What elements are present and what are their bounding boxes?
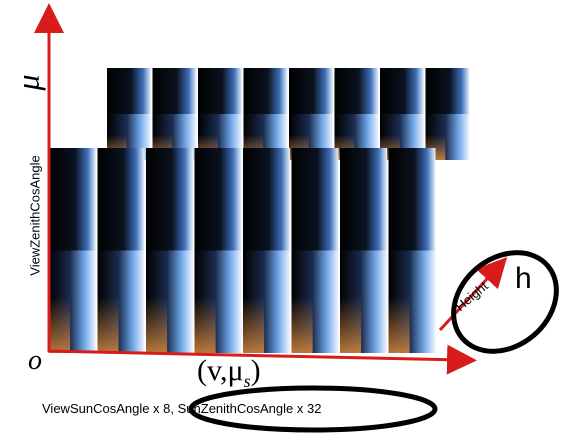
mu-label: μ: [9, 74, 46, 91]
x-symbol-main: (v,μ: [197, 354, 244, 387]
sun-zenith-ellipse: [188, 385, 438, 433]
x-axis-label: ViewSunCosAngle x 8, SunZenithCosAngle x…: [42, 401, 322, 416]
front-slice: [340, 148, 387, 353]
h-label: h: [515, 262, 532, 295]
back-slice: [243, 68, 288, 160]
back-slice: [107, 68, 151, 160]
height-ellipse: [451, 250, 559, 354]
y-axis-label: ViewZenithCosAngle: [27, 155, 43, 276]
x-symbol-label: (v,μs): [197, 354, 261, 392]
back-slice: [380, 68, 424, 160]
back-slice-row: [107, 68, 470, 160]
front-slice: [291, 148, 339, 353]
front-slice: [194, 148, 242, 353]
front-slice: [146, 148, 193, 353]
height-axis: [438, 256, 508, 332]
front-slice: [97, 148, 145, 353]
x-symbol-close: ): [250, 354, 261, 387]
back-slice: [152, 68, 197, 160]
origin-label: o: [28, 345, 42, 376]
x-symbol-sub: s: [243, 371, 251, 391]
front-slice-row: [49, 148, 436, 353]
back-slice: [425, 68, 470, 160]
front-slice: [49, 148, 96, 353]
front-slice: [243, 148, 290, 353]
front-slice: [388, 148, 436, 353]
back-slice: [334, 68, 379, 160]
x-axis: [47, 344, 477, 375]
back-slice: [289, 68, 333, 160]
back-slice: [198, 68, 242, 160]
